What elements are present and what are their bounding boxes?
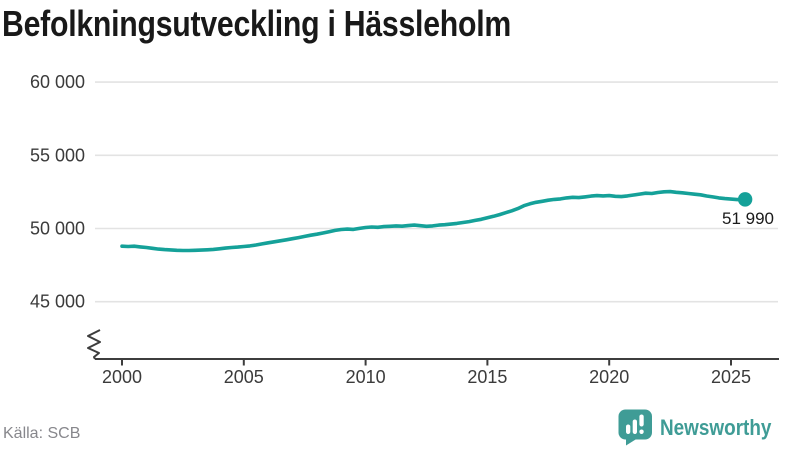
newsworthy-logo[interactable]: Newsworthy [618,409,790,446]
y-tick-label-60000: 60 000 [30,72,85,92]
x-tick-label-2015: 2015 [467,367,507,387]
axis-break-icon [87,329,101,360]
series-line[interactable] [120,189,747,253]
x-tick-label-2005: 2005 [224,367,264,387]
x-tick-label-2000: 2000 [102,367,142,387]
y-tick-label-50000: 50 000 [30,219,85,239]
x-tick-label-2020: 2020 [589,367,629,387]
chart-title: Befolkningsutveckling i Hässleholm [2,3,512,44]
newsworthy-bubble-icon [618,409,653,446]
y-tick-label-45000: 45 000 [30,292,85,312]
end-dot[interactable] [737,192,753,207]
y-tick-label-55000: 55 000 [30,145,85,165]
brand-name: Newsworthy [660,414,772,440]
x-tick-label-2010: 2010 [346,367,386,387]
source-caption: Källa: SCB [3,425,81,442]
end-value-label: 51 990 [722,209,774,228]
x-tick-label-2025: 2025 [711,367,751,387]
